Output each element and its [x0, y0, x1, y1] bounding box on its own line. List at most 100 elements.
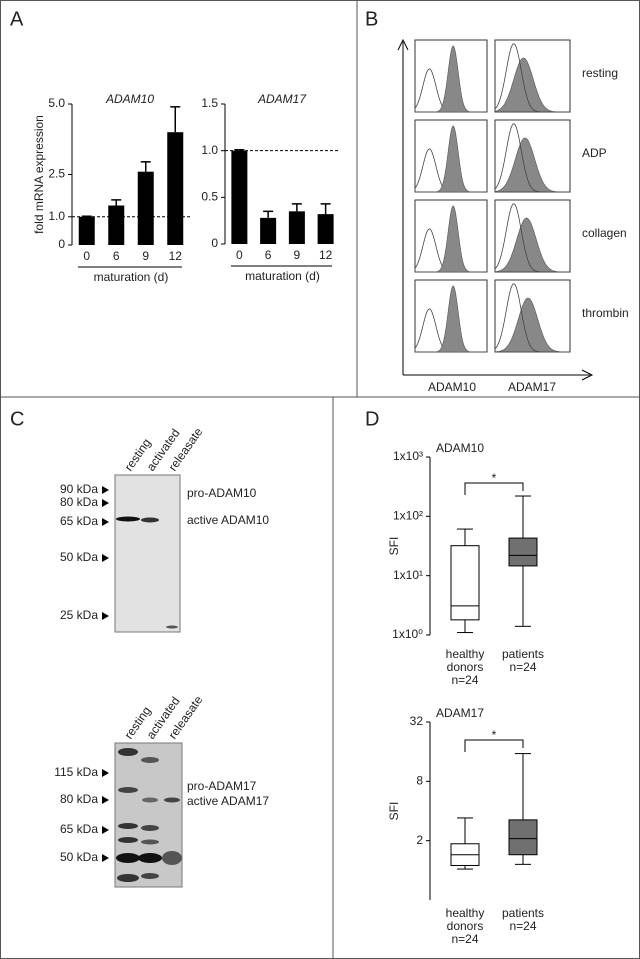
bar	[231, 150, 248, 244]
bar	[137, 171, 154, 245]
x-tick-label: donors	[447, 660, 484, 674]
band	[138, 853, 162, 863]
marker-arrow	[102, 826, 109, 834]
y-tick-label: 1.0	[48, 209, 65, 223]
band	[118, 837, 138, 843]
chart-title: ADAM10	[105, 92, 154, 106]
x-tick-label: patients	[502, 647, 544, 661]
y-tick-label: 0	[58, 237, 65, 251]
y-tick-label: 1x10³	[393, 449, 423, 463]
band-label: active ADAM17	[187, 794, 269, 808]
y-tick-label: 0	[211, 236, 218, 250]
band	[166, 625, 178, 629]
histogram-stained	[415, 45, 487, 113]
x-tick-label: 6	[265, 248, 272, 262]
x-tick-label: 0	[83, 249, 90, 263]
bar	[260, 217, 277, 244]
x-tick-label: n=24	[509, 660, 536, 674]
band	[141, 517, 159, 523]
band	[116, 853, 140, 863]
bar	[317, 214, 334, 244]
y-tick-label: 2.5	[48, 167, 65, 181]
y-axis-label: SFI	[387, 537, 401, 556]
x-tick-label: 9	[142, 249, 149, 263]
y-tick-label: 8	[416, 774, 423, 788]
histogram-control	[494, 203, 570, 273]
panel-label: D	[365, 408, 379, 430]
chart-title: ADAM17	[436, 706, 484, 720]
band	[118, 823, 138, 829]
y-tick-label: 2	[416, 833, 423, 847]
band	[141, 825, 159, 831]
row-label: thrombin	[582, 306, 629, 320]
y-axis-label: fold mRNA expression	[32, 115, 46, 234]
x-tick-label: n=24	[451, 932, 478, 946]
marker-label: 50 kDa	[60, 850, 98, 864]
blot	[114, 474, 181, 633]
marker-arrow	[102, 769, 109, 777]
histogram-control	[494, 283, 570, 353]
band	[117, 874, 139, 882]
histogram-stained	[415, 205, 487, 273]
column-label: ADAM17	[508, 380, 556, 394]
x-tick-label: 12	[169, 249, 183, 263]
y-tick-label: 32	[410, 714, 424, 728]
histogram-stained	[494, 297, 570, 353]
x-tick-label: 9	[294, 248, 301, 262]
marker-arrow	[102, 796, 109, 804]
marker-label: 115 kDa	[54, 765, 98, 779]
band	[118, 748, 138, 756]
bar	[288, 211, 305, 244]
x-tick-label: donors	[447, 919, 484, 933]
histogram-control	[494, 123, 570, 193]
column-label: ADAM10	[428, 380, 476, 394]
band	[116, 516, 140, 522]
x-tick-label: n=24	[509, 919, 536, 933]
y-tick-label: 0.5	[201, 190, 218, 204]
band-label: pro-ADAM17	[187, 779, 257, 793]
significance-bracket	[464, 482, 524, 495]
band	[142, 797, 158, 803]
y-axis-label: SFI	[387, 802, 401, 821]
y-tick-label: 1.0	[201, 143, 218, 157]
panel-label: B	[365, 8, 378, 30]
box	[450, 545, 480, 621]
x-tick-label: 12	[319, 248, 333, 262]
band	[162, 851, 182, 865]
bar	[167, 132, 184, 245]
x-tick-label: patients	[502, 906, 544, 920]
x-tick-label: n=24	[451, 673, 478, 687]
y-tick-label: 5.0	[48, 96, 65, 110]
y-tick-label: 1x10²	[393, 509, 423, 523]
x-tick-label: healthy	[446, 906, 485, 920]
box	[508, 537, 538, 567]
flow-panel: resting ADP collagen thrombin ADAM10 ADAM17	[397, 38, 629, 394]
x-tick-label: 6	[113, 249, 120, 263]
marker-arrow	[102, 499, 109, 507]
marker-label: 25 kDa	[60, 608, 98, 622]
x-axis-label: maturation (d)	[94, 270, 169, 284]
marker-arrow	[102, 612, 109, 620]
bar	[78, 216, 95, 245]
band-label: pro-ADAM10	[187, 486, 257, 500]
y-tick-label: 1x10¹	[393, 568, 423, 582]
y-tick-label: 1.5	[201, 96, 218, 110]
marker-arrow	[102, 554, 109, 562]
panel-label: A	[10, 8, 24, 30]
marker-arrow	[102, 518, 109, 526]
marker-label: 80 kDa	[60, 495, 98, 509]
annotation: *	[492, 728, 497, 742]
band	[141, 873, 159, 879]
bar	[108, 205, 125, 245]
band	[141, 757, 159, 763]
band	[141, 839, 159, 845]
marker-label: 90 kDa	[60, 482, 98, 496]
panel-label: C	[10, 408, 24, 430]
marker-label: 65 kDa	[60, 514, 98, 528]
marker-arrow	[102, 486, 109, 494]
significance-bracket	[464, 739, 524, 752]
annotation: *	[492, 471, 497, 485]
axis-arrow	[397, 38, 594, 381]
row-label: ADP	[582, 146, 607, 160]
